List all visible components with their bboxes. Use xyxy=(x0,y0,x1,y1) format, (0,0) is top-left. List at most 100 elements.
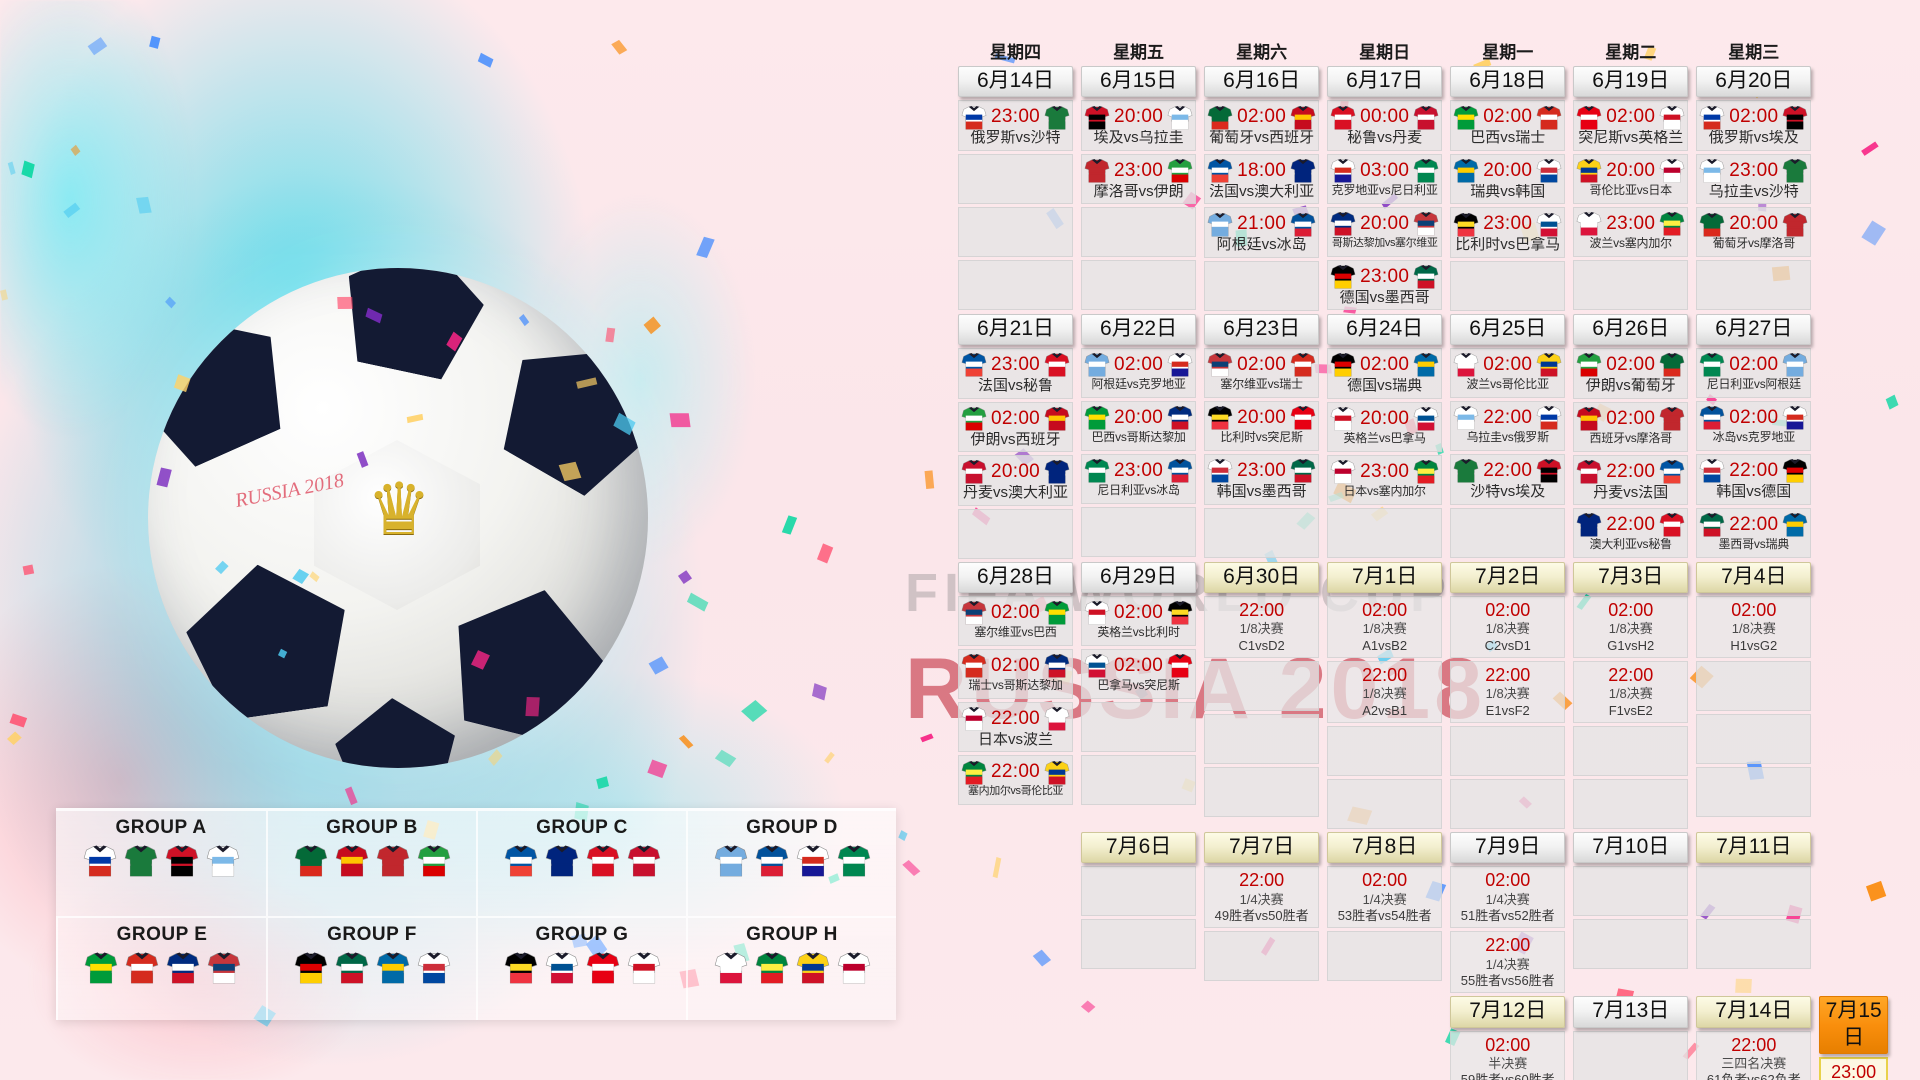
match-cell[interactable]: 02:00 西班牙vs摩洛哥 xyxy=(1573,402,1688,452)
match-cell[interactable]: 22:00 1/8决赛 C1vsD2 xyxy=(1204,596,1319,658)
match-cell[interactable]: 23:00 波兰vs塞内加尔 xyxy=(1573,207,1688,257)
match-cell[interactable]: 02:00 塞尔维亚vs巴西 xyxy=(958,596,1073,646)
match-cell[interactable]: 02:00 波兰vs哥伦比亚 xyxy=(1450,348,1565,398)
match-cell[interactable]: 23:00 韩国vs墨西哥 xyxy=(1204,454,1319,505)
group-cell-group-h[interactable]: GROUP H xyxy=(686,916,896,1021)
date-header-7月12日[interactable]: 7月12日 xyxy=(1450,996,1565,1027)
match-cell[interactable]: 22:00 塞内加尔vs哥伦比亚 xyxy=(958,755,1073,805)
date-header-7月13日[interactable]: 7月13日 xyxy=(1573,996,1688,1027)
date-header-7月9日[interactable]: 7月9日 xyxy=(1450,832,1565,863)
date-header-6月15日[interactable]: 6月15日 xyxy=(1081,66,1196,97)
match-cell[interactable]: 22:00 沙特vs埃及 xyxy=(1450,454,1565,505)
match-cell[interactable]: 22:00 澳大利亚vs秘鲁 xyxy=(1573,508,1688,558)
match-cell[interactable]: 22:00 1/8决赛 E1vsF2 xyxy=(1450,661,1565,723)
match-cell[interactable]: 02:00 英格兰vs比利时 xyxy=(1081,596,1196,646)
match-cell[interactable]: 23:00 尼日利亚vs冰岛 xyxy=(1081,454,1196,504)
date-header-7月10日[interactable]: 7月10日 xyxy=(1573,832,1688,863)
group-cell-group-a[interactable]: GROUP A xyxy=(56,811,266,916)
match-cell[interactable]: 02:00 半决赛 59胜者vs60胜者 xyxy=(1450,1031,1565,1080)
match-cell[interactable]: 02:00 瑞士vs哥斯达黎加 xyxy=(958,649,1073,699)
match-cell[interactable]: 20:00 巴西vs哥斯达黎加 xyxy=(1081,401,1196,451)
match-cell[interactable]: 02:00 冰岛vs克罗地亚 xyxy=(1696,401,1811,451)
match-cell[interactable]: 02:00 伊朗vs葡萄牙 xyxy=(1573,348,1688,399)
match-cell[interactable]: 22:00 1/4决赛 55胜者vs56胜者 xyxy=(1450,931,1565,993)
match-cell[interactable]: 02:00 阿根廷vs克罗地亚 xyxy=(1081,348,1196,398)
match-cell[interactable]: 23:00 日本vs塞内加尔 xyxy=(1327,455,1442,505)
date-header-6月22日[interactable]: 6月22日 xyxy=(1081,314,1196,345)
match-cell[interactable]: 20:00 葡萄牙vs摩洛哥 xyxy=(1696,207,1811,257)
date-header-6月29日[interactable]: 6月29日 xyxy=(1081,562,1196,593)
date-header-7月14日[interactable]: 7月14日 xyxy=(1696,996,1811,1027)
group-cell-group-b[interactable]: GROUP B xyxy=(266,811,476,916)
date-header-6月27日[interactable]: 6月27日 xyxy=(1696,314,1811,345)
date-header-6月26日[interactable]: 6月26日 xyxy=(1573,314,1688,345)
date-header-7月8日[interactable]: 7月8日 xyxy=(1327,832,1442,863)
date-header-6月16日[interactable]: 6月16日 xyxy=(1204,66,1319,97)
match-cell[interactable]: 02:00 突尼斯vs英格兰 xyxy=(1573,100,1688,151)
date-header-6月18日[interactable]: 6月18日 xyxy=(1450,66,1565,97)
date-header-7月11日[interactable]: 7月11日 xyxy=(1696,832,1811,863)
match-cell[interactable]: 02:00 巴西vs瑞士 xyxy=(1450,100,1565,151)
match-cell[interactable]: 22:00 丹麦vs法国 xyxy=(1573,455,1688,506)
group-cell-group-g[interactable]: GROUP G xyxy=(476,916,686,1021)
match-cell[interactable]: 22:00 日本vs波兰 xyxy=(958,702,1073,753)
match-cell[interactable]: 02:00 1/8决赛 G1vsH2 xyxy=(1573,596,1688,658)
match-cell[interactable]: 02:00 1/8决赛 H1vsG2 xyxy=(1696,596,1811,658)
match-cell[interactable]: 02:00 塞尔维亚vs瑞士 xyxy=(1204,348,1319,398)
group-cell-group-e[interactable]: GROUP E xyxy=(56,916,266,1021)
date-header-7月2日[interactable]: 7月2日 xyxy=(1450,562,1565,593)
match-cell[interactable]: 23:00 法国vs秘鲁 xyxy=(958,348,1073,399)
match-cell[interactable]: 20:00 埃及vs乌拉圭 xyxy=(1081,100,1196,151)
date-header-6月24日[interactable]: 6月24日 xyxy=(1327,314,1442,345)
match-cell[interactable]: 20:00 丹麦vs澳大利亚 xyxy=(958,455,1073,506)
match-cell[interactable]: 20:00 比利时vs突尼斯 xyxy=(1204,401,1319,451)
date-header-7月6日[interactable]: 7月6日 xyxy=(1081,832,1196,863)
match-cell[interactable]: 00:00 秘鲁vs丹麦 xyxy=(1327,100,1442,151)
match-cell[interactable]: 21:00 阿根廷vs冰岛 xyxy=(1204,207,1319,258)
match-cell[interactable]: 23:00决 赛 xyxy=(1819,1057,1888,1080)
match-cell[interactable]: 22:00 墨西哥vs瑞典 xyxy=(1696,508,1811,558)
match-cell[interactable]: 23:00 乌拉圭vs沙特 xyxy=(1696,154,1811,205)
match-cell[interactable]: 02:00 葡萄牙vs西班牙 xyxy=(1204,100,1319,151)
match-cell[interactable]: 20:00 哥伦比亚vs日本 xyxy=(1573,154,1688,204)
group-cell-group-f[interactable]: GROUP F xyxy=(266,916,476,1021)
match-cell[interactable]: 22:00 1/8决赛 A2vsB1 xyxy=(1327,661,1442,723)
date-header-7月4日[interactable]: 7月4日 xyxy=(1696,562,1811,593)
match-cell[interactable]: 02:00 俄罗斯vs埃及 xyxy=(1696,100,1811,151)
match-cell[interactable]: 02:00 伊朗vs西班牙 xyxy=(958,402,1073,453)
match-cell[interactable]: 02:00 1/4决赛 53胜者vs54胜者 xyxy=(1327,866,1442,928)
match-cell[interactable]: 23:00 摩洛哥vs伊朗 xyxy=(1081,154,1196,205)
date-header-6月17日[interactable]: 6月17日 xyxy=(1327,66,1442,97)
date-header-6月19日[interactable]: 6月19日 xyxy=(1573,66,1688,97)
match-cell[interactable]: 22:00 三四名决赛 61负者vs62负者 xyxy=(1696,1031,1811,1080)
group-cell-group-c[interactable]: GROUP C xyxy=(476,811,686,916)
match-cell[interactable]: 18:00 法国vs澳大利亚 xyxy=(1204,154,1319,205)
match-cell[interactable]: 02:00 巴拿马vs突尼斯 xyxy=(1081,649,1196,699)
date-header-7月1日[interactable]: 7月1日 xyxy=(1327,562,1442,593)
match-cell[interactable]: 23:00 比利时vs巴拿马 xyxy=(1450,207,1565,258)
match-cell[interactable]: 02:00 1/8决赛 A1vsB2 xyxy=(1327,596,1442,658)
match-cell[interactable]: 20:00 英格兰vs巴拿马 xyxy=(1327,402,1442,452)
date-header-6月21日[interactable]: 6月21日 xyxy=(958,314,1073,345)
match-cell[interactable]: 23:00 德国vs墨西哥 xyxy=(1327,260,1442,311)
match-cell[interactable]: 20:00 瑞典vs韩国 xyxy=(1450,154,1565,205)
match-cell[interactable]: 02:00 1/8决赛 C2vsD1 xyxy=(1450,596,1565,658)
match-cell[interactable]: 03:00 克罗地亚vs尼日利亚 xyxy=(1327,154,1442,204)
date-header-6月20日[interactable]: 6月20日 xyxy=(1696,66,1811,97)
match-cell[interactable]: 22:00 乌拉圭vs俄罗斯 xyxy=(1450,401,1565,451)
date-header-6月28日[interactable]: 6月28日 xyxy=(958,562,1073,593)
date-header-6月30日[interactable]: 6月30日 xyxy=(1204,562,1319,593)
match-cell[interactable]: 23:00 俄罗斯vs沙特 xyxy=(958,100,1073,151)
date-header-7月15日[interactable]: 7月15日 xyxy=(1819,996,1888,1054)
match-cell[interactable]: 02:00 德国vs瑞典 xyxy=(1327,348,1442,399)
date-header-7月7日[interactable]: 7月7日 xyxy=(1204,832,1319,863)
date-header-6月23日[interactable]: 6月23日 xyxy=(1204,314,1319,345)
date-header-7月3日[interactable]: 7月3日 xyxy=(1573,562,1688,593)
match-cell[interactable]: 22:00 1/8决赛 F1vsE2 xyxy=(1573,661,1688,723)
match-cell[interactable]: 20:00 哥斯达黎加vs塞尔维亚 xyxy=(1327,207,1442,257)
match-cell[interactable]: 22:00 1/4决赛 49胜者vs50胜者 xyxy=(1204,866,1319,928)
match-cell[interactable]: 02:00 尼日利亚vs阿根廷 xyxy=(1696,348,1811,398)
group-cell-group-d[interactable]: GROUP D xyxy=(686,811,896,916)
match-cell[interactable]: 02:00 1/4决赛 51胜者vs52胜者 xyxy=(1450,866,1565,928)
date-header-6月25日[interactable]: 6月25日 xyxy=(1450,314,1565,345)
